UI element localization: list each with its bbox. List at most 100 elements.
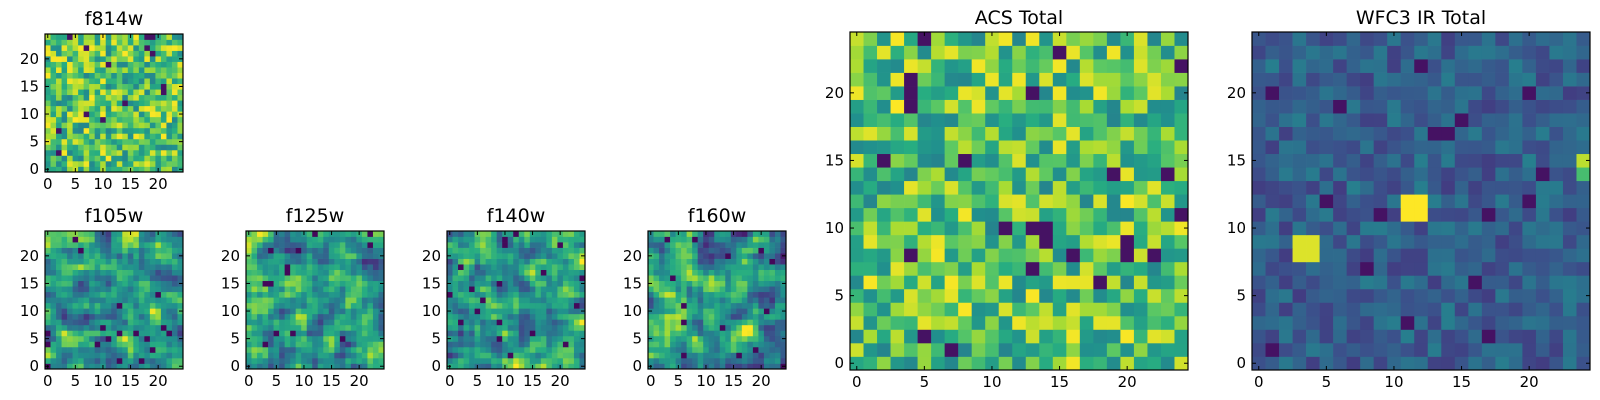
heatmap-cell (1025, 72, 1040, 87)
heatmap-cell (863, 234, 878, 249)
heatmap-cell (1549, 86, 1564, 100)
heatmap-cell (50, 34, 57, 40)
heatmap-cell (345, 275, 352, 282)
heatmap-cell (100, 357, 107, 364)
heatmap-cell (279, 341, 285, 348)
heatmap-cell (458, 280, 464, 287)
heatmap-cell (56, 160, 62, 167)
heatmap-cell (328, 258, 335, 265)
heatmap-cell (138, 67, 145, 73)
heatmap-cell (67, 111, 73, 118)
heatmap-cell (1549, 140, 1564, 155)
heatmap-cell (50, 67, 57, 73)
heatmap-cell (904, 126, 918, 141)
heatmap-cell (1373, 207, 1388, 222)
heatmap-cell (83, 56, 90, 62)
heatmap-cell (1079, 113, 1094, 127)
heatmap-cell (89, 50, 96, 57)
heatmap-cell (664, 319, 671, 326)
heatmap-cell (111, 258, 118, 265)
heatmap-cell (1427, 45, 1442, 60)
heatmap-cell (290, 363, 297, 370)
heatmap-cell (708, 357, 715, 364)
heatmap-cell (958, 32, 973, 46)
heatmap-cell (496, 280, 503, 287)
heatmap-cell (301, 352, 308, 359)
heatmap-cell (958, 234, 973, 249)
heatmap-cell (1373, 194, 1388, 209)
heatmap-cell (78, 335, 84, 342)
heatmap-cell (160, 133, 167, 140)
heatmap-cell (551, 324, 558, 331)
heatmap-cell (372, 302, 379, 309)
heatmap-cell (273, 242, 280, 248)
heatmap-cell (78, 242, 84, 248)
heatmap-cell (45, 302, 51, 309)
panel-title: ACS Total (975, 7, 1063, 29)
heatmap-cell (1039, 126, 1054, 141)
heatmap-cell (149, 111, 156, 118)
heatmap-cell (1147, 288, 1162, 303)
heatmap-cell (100, 89, 107, 96)
heatmap-cell (251, 313, 258, 320)
heatmap-cell (944, 167, 959, 182)
heatmap-cell (463, 346, 470, 353)
heatmap-cell (502, 313, 509, 320)
heatmap-cell (758, 319, 765, 326)
heatmap-cell (149, 122, 156, 129)
heatmap-cell (452, 363, 459, 370)
heatmap-cell (1508, 342, 1523, 357)
heatmap-cell (546, 242, 553, 248)
heatmap-cell (579, 341, 586, 348)
heatmap-cell (741, 363, 748, 370)
heatmap-cell (1535, 32, 1550, 46)
heatmap-cell (535, 357, 542, 364)
heatmap-cell (105, 50, 112, 57)
heatmap-cell (681, 346, 687, 353)
heatmap-cell (681, 335, 687, 342)
heatmap-cell (931, 45, 945, 60)
heatmap-cell (1012, 315, 1027, 330)
heatmap-cell (474, 313, 481, 320)
heatmap-cell (262, 247, 269, 254)
heatmap-cell (877, 342, 891, 357)
heatmap-cell (890, 302, 905, 317)
heatmap-cell (1093, 153, 1108, 168)
heatmap-cell (100, 83, 107, 90)
heatmap-cell (56, 286, 62, 293)
heatmap-cell (78, 83, 84, 90)
heatmap-cell (725, 363, 732, 370)
heatmap-cell (284, 324, 291, 331)
heatmap-cell (551, 302, 558, 309)
heatmap-cell (736, 275, 743, 282)
heatmap-cell (1120, 302, 1135, 317)
heatmap-cell (290, 247, 297, 254)
heatmap-cell (350, 341, 357, 348)
heatmap-cell (160, 144, 167, 151)
heatmap-cell (725, 275, 732, 282)
heatmap-cell (1522, 153, 1537, 168)
heatmap-cell (877, 194, 891, 209)
heatmap-cell (562, 286, 569, 293)
heatmap-cell (904, 180, 918, 195)
heatmap-cell (149, 231, 156, 237)
heatmap-cell (367, 357, 374, 364)
heatmap-cell (546, 297, 553, 304)
heatmap-cell (361, 352, 368, 359)
heatmap-cell (83, 258, 90, 265)
heatmap-cell (45, 319, 51, 326)
heatmap-cell (491, 258, 498, 265)
heatmap-cell (1066, 113, 1081, 127)
heatmap-cell (323, 297, 330, 304)
heatmap-cell (752, 286, 759, 293)
heatmap-cell (719, 341, 726, 348)
heatmap-cell (692, 258, 699, 265)
heatmap-cell (177, 116, 184, 123)
heatmap-cell (356, 264, 363, 270)
heatmap-cell (1106, 288, 1121, 303)
heatmap-cell (94, 253, 101, 259)
heatmap-cell (94, 34, 101, 40)
heatmap-cell (105, 308, 112, 315)
heatmap-cell (971, 248, 986, 263)
heatmap-cell (328, 330, 335, 337)
